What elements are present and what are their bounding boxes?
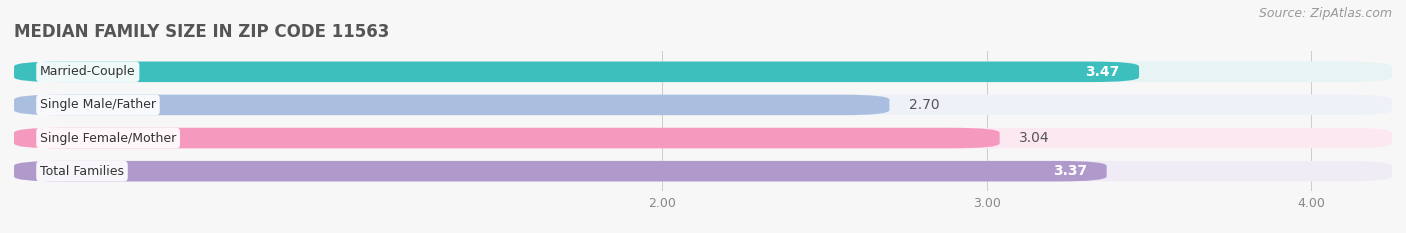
FancyBboxPatch shape bbox=[14, 161, 1107, 182]
Text: 2.70: 2.70 bbox=[908, 98, 939, 112]
Text: Single Male/Father: Single Male/Father bbox=[39, 98, 156, 111]
Text: Married-Couple: Married-Couple bbox=[39, 65, 135, 78]
FancyBboxPatch shape bbox=[14, 62, 1139, 82]
FancyBboxPatch shape bbox=[14, 62, 1392, 82]
Text: Total Families: Total Families bbox=[39, 165, 124, 178]
Text: MEDIAN FAMILY SIZE IN ZIP CODE 11563: MEDIAN FAMILY SIZE IN ZIP CODE 11563 bbox=[14, 23, 389, 41]
Text: Single Female/Mother: Single Female/Mother bbox=[39, 132, 176, 144]
Text: 3.47: 3.47 bbox=[1085, 65, 1119, 79]
FancyBboxPatch shape bbox=[14, 128, 1000, 148]
Text: 3.04: 3.04 bbox=[1019, 131, 1050, 145]
FancyBboxPatch shape bbox=[14, 128, 1392, 148]
Text: Source: ZipAtlas.com: Source: ZipAtlas.com bbox=[1258, 7, 1392, 20]
FancyBboxPatch shape bbox=[14, 95, 890, 115]
Text: 3.37: 3.37 bbox=[1053, 164, 1087, 178]
FancyBboxPatch shape bbox=[14, 95, 1392, 115]
FancyBboxPatch shape bbox=[14, 161, 1392, 182]
